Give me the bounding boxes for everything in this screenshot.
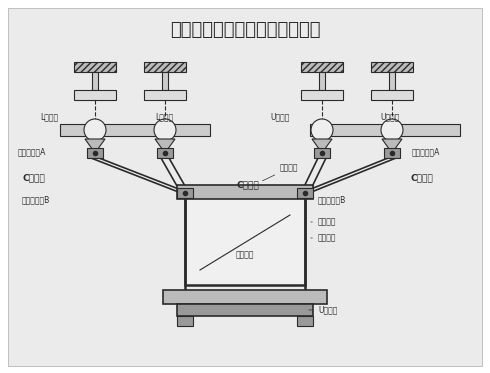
- Text: L型夹夹: L型夹夹: [155, 113, 173, 122]
- Text: 硅胶垫圈: 硅胶垫圈: [236, 251, 254, 260]
- Text: L型夹夹: L型夹夹: [40, 113, 58, 122]
- Circle shape: [154, 119, 176, 141]
- Bar: [177, 188, 193, 198]
- Bar: [319, 72, 325, 90]
- Bar: [384, 148, 400, 158]
- Bar: [74, 90, 116, 100]
- Bar: [371, 90, 413, 100]
- Text: U型夹夹: U型夹夹: [380, 113, 399, 122]
- Bar: [157, 148, 173, 158]
- Bar: [310, 124, 460, 136]
- Bar: [297, 188, 313, 198]
- Text: C型槽钢: C型槽钢: [22, 173, 45, 182]
- Text: C型槽钢: C型槽钢: [410, 173, 433, 182]
- Bar: [195, 205, 295, 285]
- Polygon shape: [382, 139, 402, 153]
- Circle shape: [381, 119, 403, 141]
- Bar: [389, 72, 395, 90]
- Text: U形压块: U形压块: [309, 305, 338, 314]
- Bar: [297, 316, 313, 326]
- Bar: [60, 124, 210, 136]
- Bar: [185, 195, 305, 285]
- Bar: [144, 90, 186, 100]
- Bar: [144, 62, 186, 72]
- Bar: [87, 148, 103, 158]
- Text: 矩形风管: 矩形风管: [311, 233, 337, 242]
- Text: 抗震连接座A: 抗震连接座A: [412, 147, 441, 157]
- Bar: [371, 62, 413, 72]
- Text: C型槽钢: C型槽钢: [237, 181, 259, 189]
- Bar: [301, 62, 343, 72]
- Polygon shape: [85, 139, 105, 153]
- Bar: [177, 304, 313, 316]
- Text: 矩形风管双侧向支撑（钢结构）: 矩形风管双侧向支撑（钢结构）: [170, 21, 320, 39]
- Bar: [92, 72, 98, 90]
- Bar: [162, 72, 168, 90]
- Bar: [314, 148, 330, 158]
- Bar: [177, 316, 193, 326]
- Bar: [163, 290, 327, 304]
- Bar: [74, 62, 116, 72]
- Polygon shape: [155, 139, 175, 153]
- Text: 加劲装置: 加劲装置: [263, 163, 298, 181]
- Polygon shape: [312, 139, 332, 153]
- Text: U型夹夹: U型夹夹: [270, 113, 290, 122]
- Text: 抗震连接座A: 抗震连接座A: [18, 147, 47, 157]
- Bar: [177, 185, 313, 199]
- Text: 支撑螺杆: 支撑螺杆: [311, 217, 337, 226]
- Circle shape: [84, 119, 106, 141]
- Text: 抗震连接座B: 抗震连接座B: [22, 195, 50, 204]
- Text: 抗震连接座B: 抗震连接座B: [318, 195, 346, 204]
- Circle shape: [311, 119, 333, 141]
- Bar: [301, 90, 343, 100]
